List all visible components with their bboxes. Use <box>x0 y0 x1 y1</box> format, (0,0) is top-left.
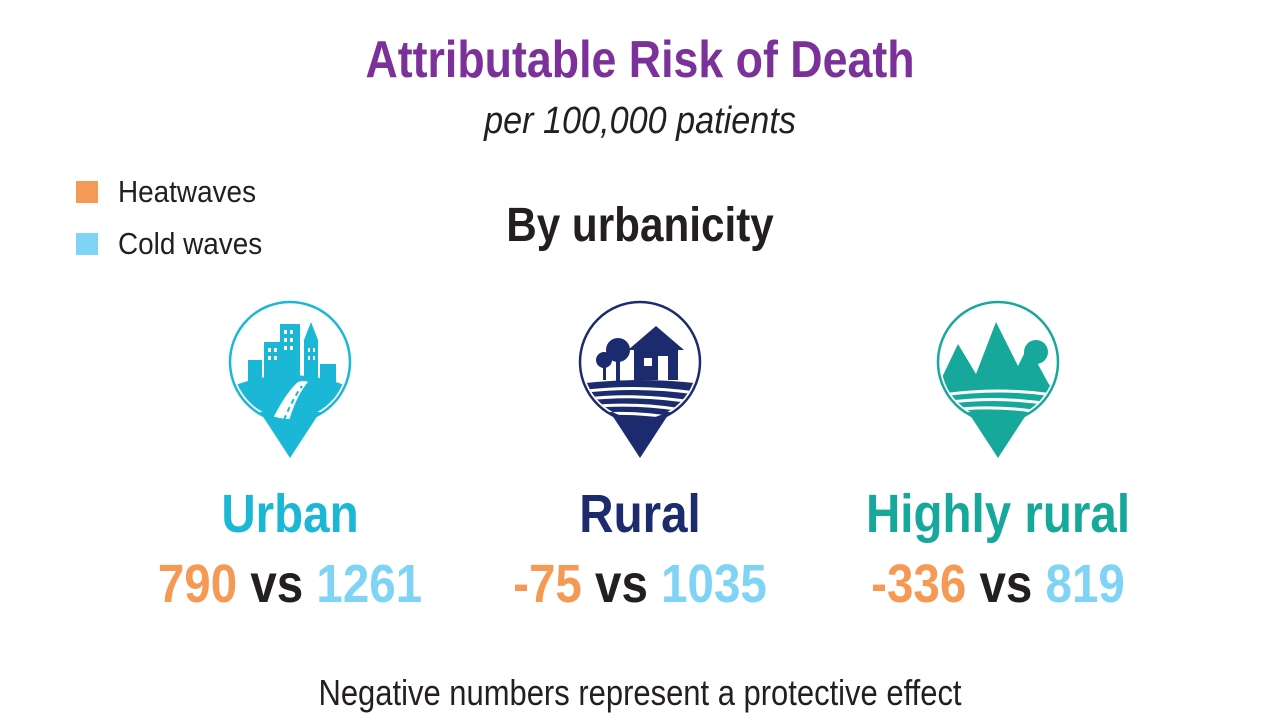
legend-label: Heatwaves <box>118 174 257 209</box>
heatwaves-swatch-icon <box>76 181 98 203</box>
footnote: Negative numbers represent a protective … <box>318 672 962 713</box>
chart-title: Attributable Risk of Death <box>365 31 915 89</box>
farmhouse-pin-icon <box>578 300 702 458</box>
cold-wave-value: 819 <box>1045 554 1125 614</box>
vs-label: vs <box>595 554 648 614</box>
cold-wave-value: 1035 <box>661 554 767 614</box>
vs-label: vs <box>979 554 1033 614</box>
heatwave-value: 790 <box>157 554 238 614</box>
legend-label: Cold waves <box>118 226 263 261</box>
group-values: -336 vs 819 <box>822 552 1174 616</box>
group-values: -75 vs 1035 <box>464 552 816 616</box>
heatwave-value: -75 <box>513 554 582 614</box>
group-name: Highly rural <box>865 484 1131 544</box>
heatwave-value: -336 <box>871 554 967 614</box>
legend: Heatwaves Cold waves <box>76 166 278 270</box>
group-rural: Rural -75 vs 1035 <box>440 300 840 616</box>
section-title: By urbanicity <box>506 199 774 252</box>
group-highly-rural: Highly rural -336 vs 819 <box>798 300 1198 616</box>
vs-label: vs <box>250 554 304 614</box>
city-pin-icon <box>228 300 352 458</box>
group-values: 790 vs 1261 <box>114 552 466 616</box>
cold-waves-swatch-icon <box>76 233 98 255</box>
mountain-pin-icon <box>936 300 1060 458</box>
legend-item-cold-waves: Cold waves <box>76 218 278 270</box>
group-urban: Urban 790 vs 1261 <box>90 300 490 616</box>
chart-subtitle: per 100,000 patients <box>484 100 796 142</box>
legend-item-heatwaves: Heatwaves <box>76 166 278 218</box>
cold-wave-value: 1261 <box>316 554 423 614</box>
group-name: Rural <box>579 484 701 544</box>
group-name: Urban <box>221 484 359 544</box>
